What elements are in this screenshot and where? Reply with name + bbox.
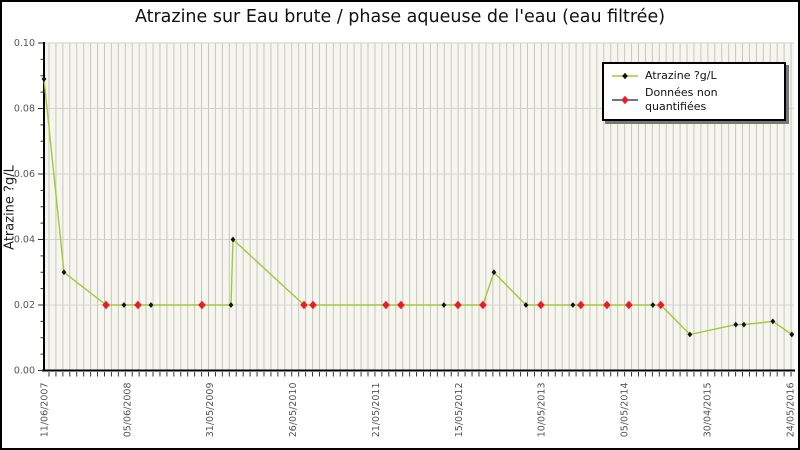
x-tick-label: 21/05/2011 (371, 383, 382, 438)
data-point-non-quantified (577, 300, 585, 310)
data-point-non-quantified (309, 300, 317, 310)
data-point-quantified (228, 302, 234, 308)
data-point-quantified (770, 318, 776, 325)
data-point-non-quantified (397, 300, 405, 310)
data-point-quantified (121, 302, 127, 308)
data-point-quantified (733, 321, 739, 328)
data-point-non-quantified (625, 300, 633, 310)
data-point-quantified (741, 321, 747, 328)
data-point-non-quantified (102, 300, 110, 310)
data-point-quantified (61, 269, 67, 276)
y-tick-label: 0.02 (14, 300, 35, 311)
data-point-non-quantified (479, 300, 487, 310)
data-point-non-quantified (134, 300, 142, 310)
legend-item-non-quantified: Données non quantifiées (612, 86, 776, 114)
x-tick-label: 30/04/2015 (702, 383, 713, 438)
legend-box: Atrazine ?g/L Données non quantifiées (602, 62, 786, 121)
x-tick-label: 11/06/2007 (40, 383, 51, 438)
data-point-quantified (523, 302, 529, 308)
x-tick-label: 31/05/2009 (205, 383, 216, 438)
legend-item-atrazine: Atrazine ?g/L (612, 69, 776, 83)
data-point-non-quantified (454, 300, 462, 310)
data-point-quantified (41, 76, 47, 82)
y-tick-label: 0.04 (14, 235, 35, 246)
chart-title: Atrazine sur Eau brute / phase aqueuse d… (134, 7, 666, 27)
y-tick-label: 0.10 (14, 38, 35, 49)
data-point-quantified (491, 269, 497, 276)
legend-label-non-quantified: Données non quantifiées (645, 86, 718, 113)
x-tick-label: 10/05/2013 (537, 383, 548, 438)
data-point-non-quantified (300, 300, 308, 310)
y-tick-label: 0.08 (14, 104, 35, 115)
data-point-non-quantified (603, 300, 611, 310)
y-tick-label: 0.00 (14, 366, 35, 377)
legend-label-atrazine: Atrazine ?g/L (645, 69, 717, 82)
data-point-quantified (650, 302, 656, 308)
data-point-quantified (687, 331, 693, 338)
data-point-quantified (441, 302, 447, 308)
x-tick-label: 24/05/2016 (785, 383, 796, 438)
data-point-non-quantified (198, 300, 206, 310)
data-point-quantified (148, 302, 154, 308)
data-point-quantified (230, 236, 236, 243)
data-point-quantified (570, 302, 576, 308)
data-point-non-quantified (537, 300, 545, 310)
non-quantified-series-marker-icon (612, 95, 638, 105)
x-tick-label: 05/06/2008 (122, 383, 133, 438)
data-point-non-quantified (657, 300, 665, 310)
x-tick-label: 26/05/2010 (288, 383, 299, 438)
x-tick-label: 15/05/2012 (454, 383, 465, 438)
y-tick-label: 0.06 (14, 169, 35, 180)
data-point-quantified (789, 331, 795, 338)
x-tick-label: 05/05/2014 (620, 383, 631, 438)
data-point-non-quantified (382, 300, 390, 310)
quantified-series-marker-icon (612, 72, 638, 80)
